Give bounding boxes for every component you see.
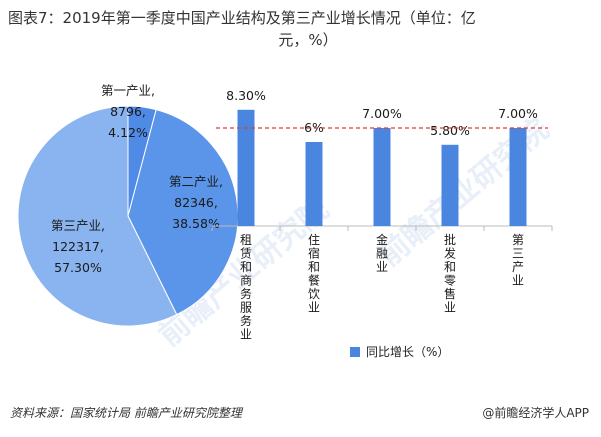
bar-3 <box>373 128 391 226</box>
bar-2 <box>305 142 323 226</box>
bar-category-5-char-4: 业 <box>512 274 524 288</box>
bar-value-label-1: 8.30% <box>226 88 266 103</box>
bar-category-1-char-3: 和 <box>240 260 252 274</box>
bar-category-5-char-3: 产 <box>512 260 524 274</box>
bar-category-2-char-4: 餐 <box>308 273 320 288</box>
bar-category-1-char-2: 赁 <box>240 247 252 261</box>
bar-value-label-3: 7.00% <box>362 106 402 121</box>
bar-category-4-char-6: 业 <box>444 301 456 315</box>
pie-label-1-line-3: 4.12% <box>108 125 148 140</box>
source-note: 资料来源：国家统计局 前瞻产业研究院整理 <box>10 406 242 420</box>
bar-category-2-char-5: 饮 <box>308 287 320 301</box>
pie-label-2-line-3: 38.58% <box>172 216 220 231</box>
pie-label-3-line-1: 第三产业, <box>51 218 105 233</box>
bar-category-2-char-3: 和 <box>308 260 320 274</box>
bar-value-label-5: 7.00% <box>498 106 538 121</box>
pie-label-3-line-2: 122317, <box>52 239 104 254</box>
bar-category-4-char-3: 和 <box>444 260 456 274</box>
pie-slice-3 <box>17 105 178 327</box>
brand-credit: @前瞻经济学人APP <box>482 406 589 420</box>
bar-category-1-char-4: 商 <box>240 273 252 288</box>
bar-category-4-char-5: 售 <box>444 286 456 301</box>
bar-legend: 同比增长（%） <box>350 343 449 360</box>
bar-1 <box>237 109 255 226</box>
bar-category-5-char-2: 三 <box>512 247 524 261</box>
title-line-2: 元，%） <box>278 31 338 49</box>
title-line-1: 图表7：2019年第一季度中国产业结构及第三产业增长情况（单位：亿 <box>8 9 476 27</box>
bar-category-1-char-1: 租 <box>240 233 252 247</box>
bar-category-4-char-4: 零 <box>444 274 456 288</box>
pie-slice-2 <box>127 109 239 316</box>
bar-5 <box>509 128 527 226</box>
bar-category-2-char-2: 宿 <box>308 246 320 261</box>
bar-category-5-char-1: 第 <box>512 233 524 247</box>
pie-label-1-line-1: 第一产业, <box>101 83 155 98</box>
chart-title: 图表7：2019年第一季度中国产业结构及第三产业增长情况（单位：亿 元，%） <box>8 7 568 51</box>
bar-category-4-char-2: 发 <box>444 246 456 261</box>
bar-category-1-char-7: 务 <box>240 313 252 328</box>
bar-category-2-char-1: 住 <box>308 233 320 247</box>
bar-category-2-char-6: 业 <box>308 301 320 315</box>
bar-category-1-char-6: 服 <box>240 301 252 315</box>
pie-label-2-line-2: 82346, <box>174 195 218 210</box>
bar-category-3-char-2: 融 <box>376 247 388 261</box>
legend-swatch <box>350 346 360 357</box>
pie-label-3-line-3: 57.30% <box>54 260 102 275</box>
bar-category-1-char-5: 务 <box>240 286 252 301</box>
pie-label-1-line-2: 8796, <box>110 104 146 119</box>
bar-category-1-char-8: 业 <box>240 328 252 342</box>
pie-label-2-line-1: 第二产业, <box>169 174 223 189</box>
bar-category-3-char-1: 金 <box>376 232 388 247</box>
bar-4 <box>441 144 459 226</box>
bar-value-label-4: 5.80% <box>430 123 470 138</box>
legend-label: 同比增长（%） <box>366 345 450 359</box>
bar-category-3-char-3: 业 <box>376 260 388 274</box>
bar-category-4-char-1: 批 <box>444 232 456 247</box>
